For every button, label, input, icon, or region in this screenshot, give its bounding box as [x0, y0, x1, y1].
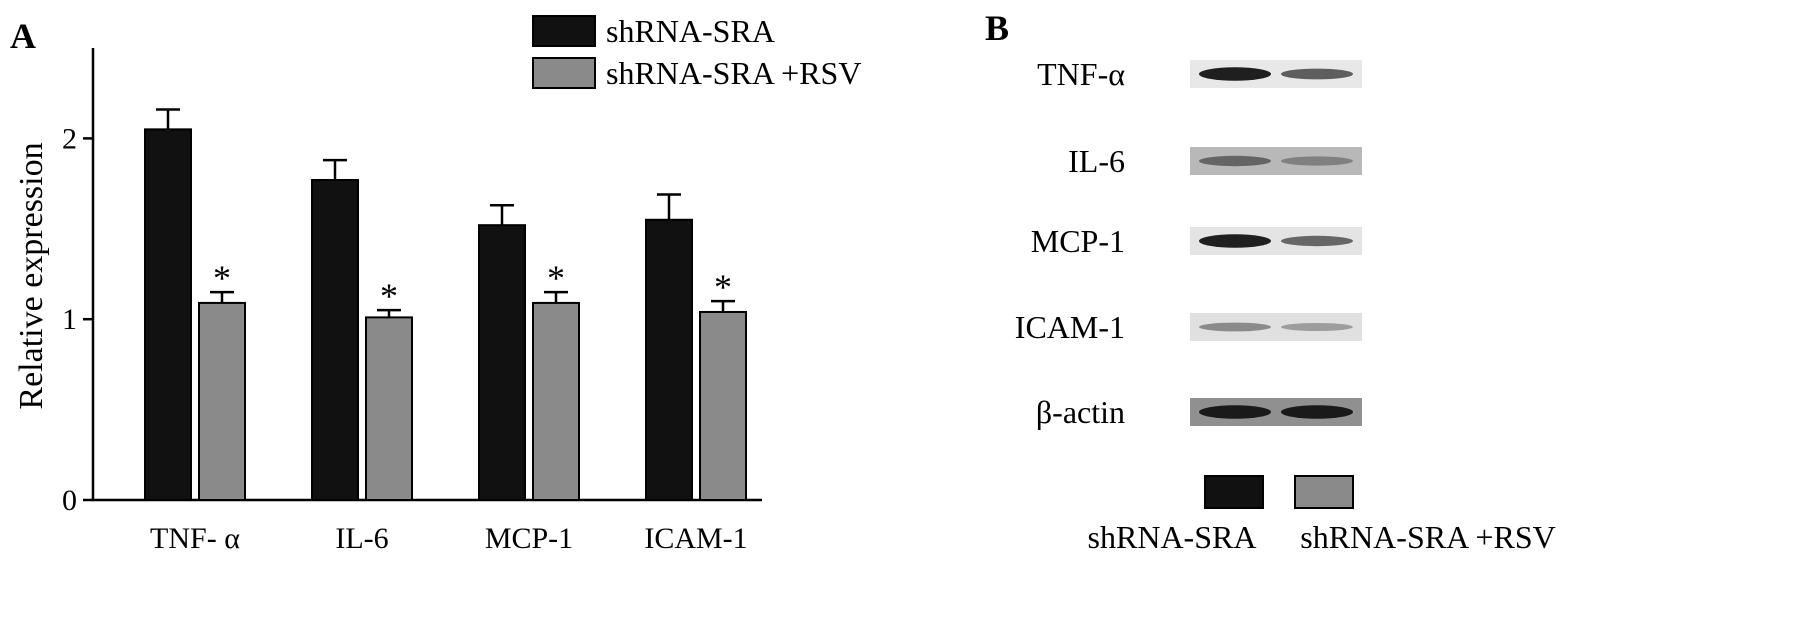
significance-marker: *	[380, 276, 398, 316]
blot-band	[1199, 322, 1271, 332]
bar-shrna-sra-rsv	[198, 301, 246, 502]
significance-marker: *	[547, 258, 565, 298]
panel-b-label: B	[985, 8, 1009, 48]
legend-label: shRNA-SRA	[606, 13, 775, 49]
y-tick-label: 2	[62, 122, 77, 155]
blot-legend-swatch	[1204, 475, 1264, 509]
legend-label: shRNA-SRA +RSV	[606, 55, 861, 91]
x-tick-labels: TNF- α IL-6 MCP-1 ICAM-1	[150, 522, 748, 555]
x-tick-label: MCP-1	[485, 522, 573, 555]
blot-band	[1281, 405, 1353, 419]
blot-row: β-actin	[1036, 394, 1362, 430]
y-tick-label: 0	[62, 484, 77, 517]
significance-marker: *	[714, 267, 732, 307]
y-axis-label: Relative expression	[13, 142, 50, 409]
blot-row: MCP-1	[1031, 223, 1362, 259]
blot-legend-label: shRNA-SRA +RSV	[1300, 519, 1555, 555]
legend-swatch	[532, 15, 596, 47]
bar-shrna-sra	[645, 218, 693, 501]
y-ticks: 0 1 2	[62, 122, 93, 517]
blot-legend-swatch	[1294, 475, 1354, 509]
legend-swatch	[532, 57, 596, 89]
blot-row: IL-6	[1068, 143, 1362, 179]
blot-row-label: MCP-1	[1031, 223, 1125, 259]
western-blot: TNF-α IL-6 MCP-1 ICAM-1 β-actin	[1015, 56, 1362, 430]
blot-row-label: β-actin	[1036, 394, 1125, 430]
blot-band	[1281, 323, 1353, 331]
blot-row-label: IL-6	[1068, 143, 1125, 179]
blot-row-label: TNF-α	[1037, 56, 1125, 92]
blot-band	[1281, 68, 1353, 80]
blot-band	[1199, 234, 1271, 248]
blot-band	[1199, 67, 1271, 81]
y-tick-label: 1	[62, 303, 77, 336]
x-tick-label: ICAM-1	[644, 522, 747, 555]
bar-shrna-sra	[311, 178, 359, 501]
significance-marker: *	[213, 258, 231, 298]
bar-shrna-sra	[144, 128, 192, 502]
blot-row: TNF-α	[1037, 56, 1362, 92]
blot-band	[1199, 405, 1271, 419]
blot-band	[1281, 235, 1353, 247]
blot-row-label: ICAM-1	[1015, 309, 1125, 345]
blot-legend-label: shRNA-SRA	[1088, 519, 1257, 555]
blot-row: ICAM-1	[1015, 309, 1362, 345]
blot-legend: shRNA-SRA shRNA-SRA +RSV	[1088, 475, 1556, 555]
x-tick-label: TNF- α	[150, 522, 240, 555]
bar-shrna-sra-rsv	[699, 310, 747, 501]
blot-band	[1281, 156, 1353, 166]
legend: shRNA-SRA shRNA-SRA +RSV	[532, 13, 861, 91]
bars: * * * *	[144, 108, 747, 502]
bar-shrna-sra-rsv	[532, 301, 580, 502]
bar-shrna-sra-rsv	[365, 316, 413, 501]
bar-shrna-sra	[478, 224, 526, 502]
bar-chart: 0 1 2 * * * * TNF- α IL-6 MCP-1 ICAM-1 Relative …	[13, 13, 861, 555]
x-tick-label: IL-6	[335, 522, 388, 555]
blot-band	[1199, 155, 1271, 167]
panel-a-label: A	[10, 16, 36, 56]
